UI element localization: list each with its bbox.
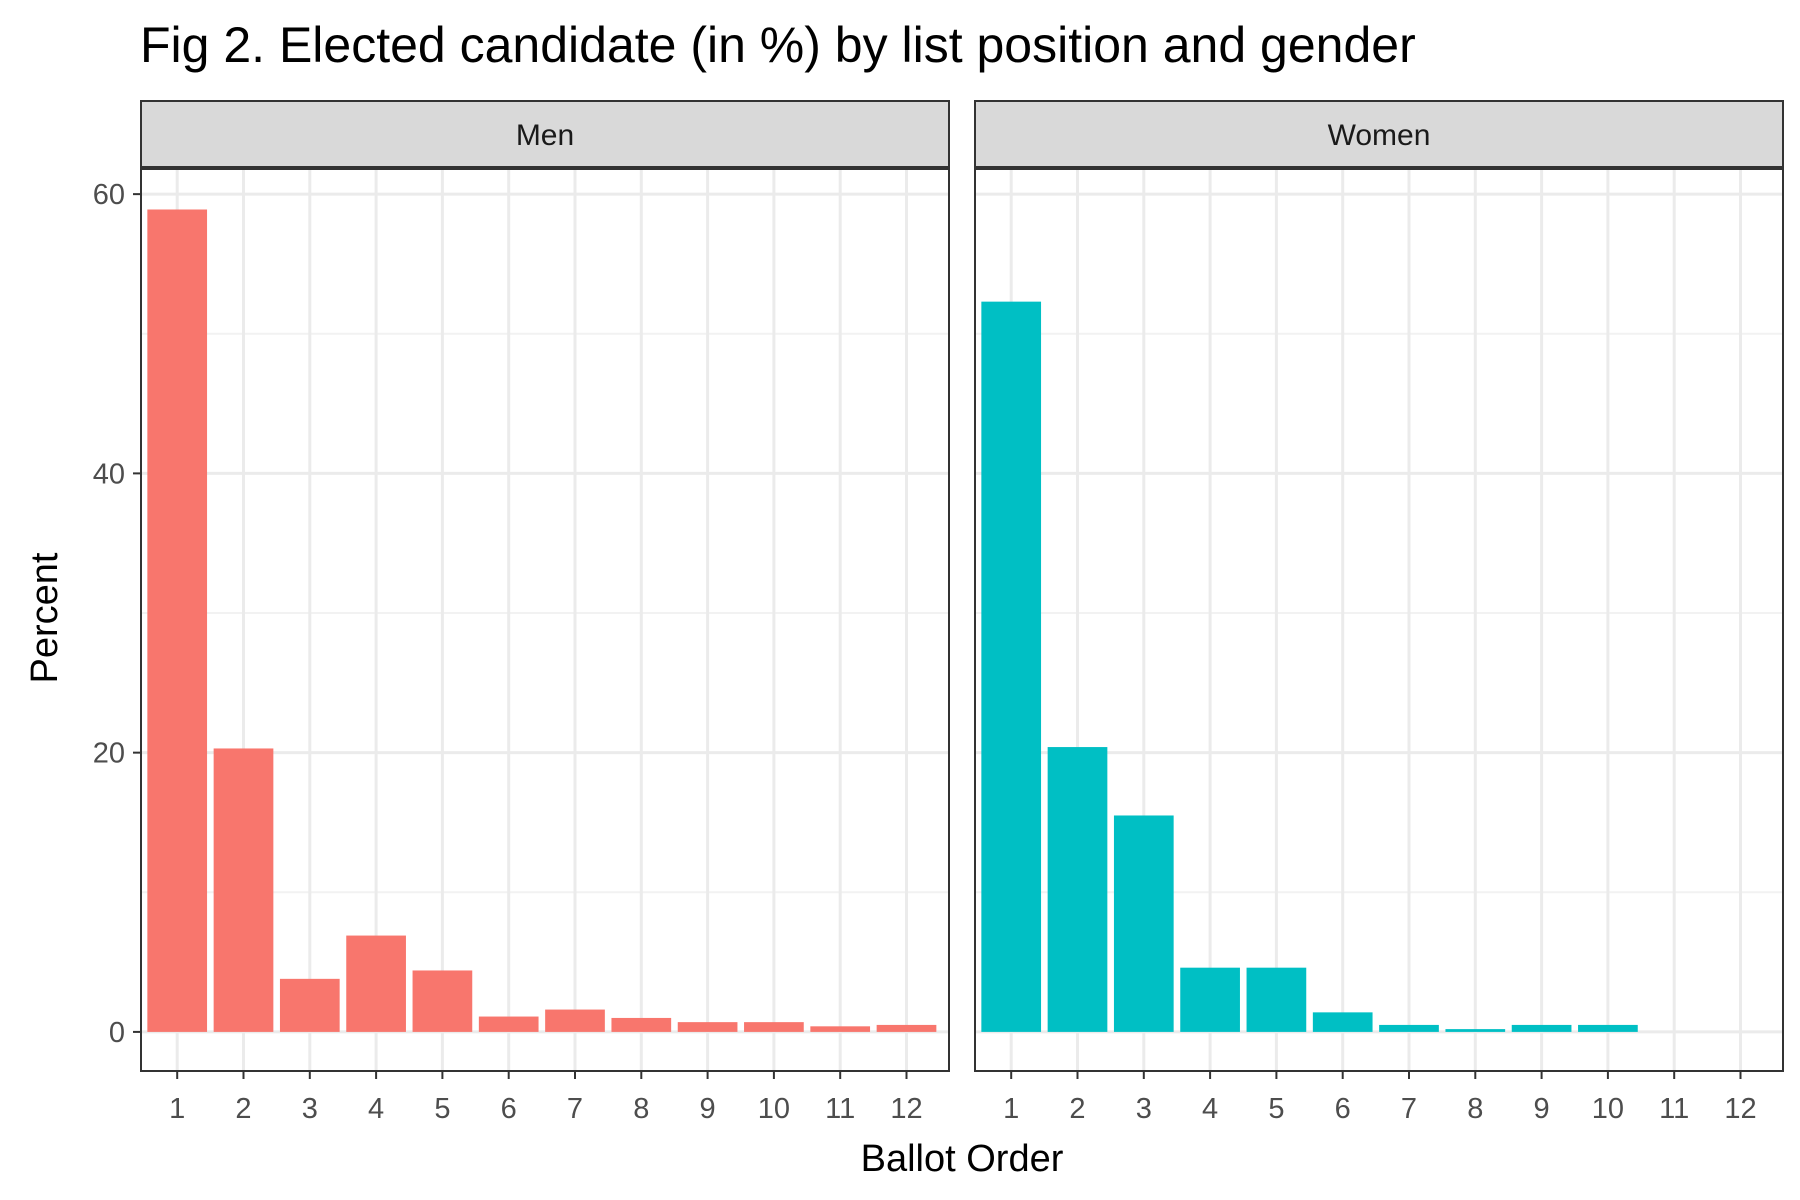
x-tick-label: 9 xyxy=(1534,1093,1550,1125)
plot-background xyxy=(141,169,949,1071)
x-tick-label: 6 xyxy=(1335,1093,1351,1125)
bar-women-10 xyxy=(1578,1024,1638,1032)
x-tick-label: 8 xyxy=(633,1093,649,1125)
bar-men-9 xyxy=(677,1022,738,1032)
bar-women-7 xyxy=(1379,1024,1439,1032)
x-axis-title: Ballot Order xyxy=(861,1138,1064,1180)
x-tick-label: 11 xyxy=(825,1093,855,1125)
bar-men-6 xyxy=(478,1016,539,1032)
x-tick-label: 5 xyxy=(434,1093,450,1125)
x-tick-label: 4 xyxy=(368,1093,384,1125)
bar-men-2 xyxy=(213,748,274,1032)
y-axis-title: Percent xyxy=(24,552,66,683)
x-tick-label: 1 xyxy=(169,1093,185,1125)
x-tick-label: 8 xyxy=(1467,1093,1483,1125)
bar-men-10 xyxy=(744,1022,804,1032)
facet-strip-label: Women xyxy=(1328,119,1431,152)
panel-border xyxy=(140,168,950,1072)
facet-strip-label: Men xyxy=(516,119,574,152)
bar-women-9 xyxy=(1511,1024,1572,1032)
x-tick-label: 6 xyxy=(501,1093,517,1125)
bar-men-11 xyxy=(810,1026,871,1032)
bar-men-3 xyxy=(279,978,340,1032)
bar-men-8 xyxy=(611,1017,672,1032)
y-tick-label: 60 xyxy=(93,179,125,211)
x-tick-label: 7 xyxy=(567,1093,583,1125)
bar-men-7 xyxy=(545,1009,605,1032)
x-tick-label: 3 xyxy=(302,1093,318,1125)
x-tick-label: 2 xyxy=(235,1093,251,1125)
bar-women-1 xyxy=(981,301,1042,1032)
x-tick-label: 2 xyxy=(1069,1093,1085,1125)
x-tick-label: 10 xyxy=(1592,1093,1624,1125)
x-tick-label: 7 xyxy=(1401,1093,1417,1125)
y-tick-label: 40 xyxy=(93,458,125,490)
x-tick-label: 9 xyxy=(700,1093,716,1125)
y-tick-label: 20 xyxy=(93,738,125,770)
bar-women-4 xyxy=(1180,967,1240,1032)
x-tick-label: 5 xyxy=(1268,1093,1284,1125)
y-tick-label: 0 xyxy=(109,1017,125,1049)
facet-strip xyxy=(974,100,1784,168)
x-tick-label: 4 xyxy=(1202,1093,1218,1125)
bar-men-1 xyxy=(147,209,208,1032)
bar-men-12 xyxy=(876,1024,937,1032)
x-tick-label: 12 xyxy=(1724,1093,1756,1125)
bar-women-5 xyxy=(1246,967,1307,1032)
chart-title: Fig 2. Elected candidate (in %) by list … xyxy=(140,17,1416,73)
bar-men-4 xyxy=(346,935,406,1032)
x-tick-label: 12 xyxy=(890,1093,922,1125)
bar-men-5 xyxy=(412,970,473,1032)
bar-women-2 xyxy=(1047,747,1108,1032)
bar-women-6 xyxy=(1312,1012,1373,1032)
bar-women-3 xyxy=(1113,815,1174,1032)
x-tick-label: 10 xyxy=(758,1093,790,1125)
bar-women-8 xyxy=(1445,1029,1506,1032)
x-tick-label: 1 xyxy=(1003,1093,1019,1125)
facet-strip xyxy=(140,100,950,168)
panel-border xyxy=(974,168,1784,1072)
plot-background xyxy=(975,169,1783,1071)
x-tick-label: 3 xyxy=(1136,1093,1152,1125)
x-tick-label: 11 xyxy=(1659,1093,1689,1125)
